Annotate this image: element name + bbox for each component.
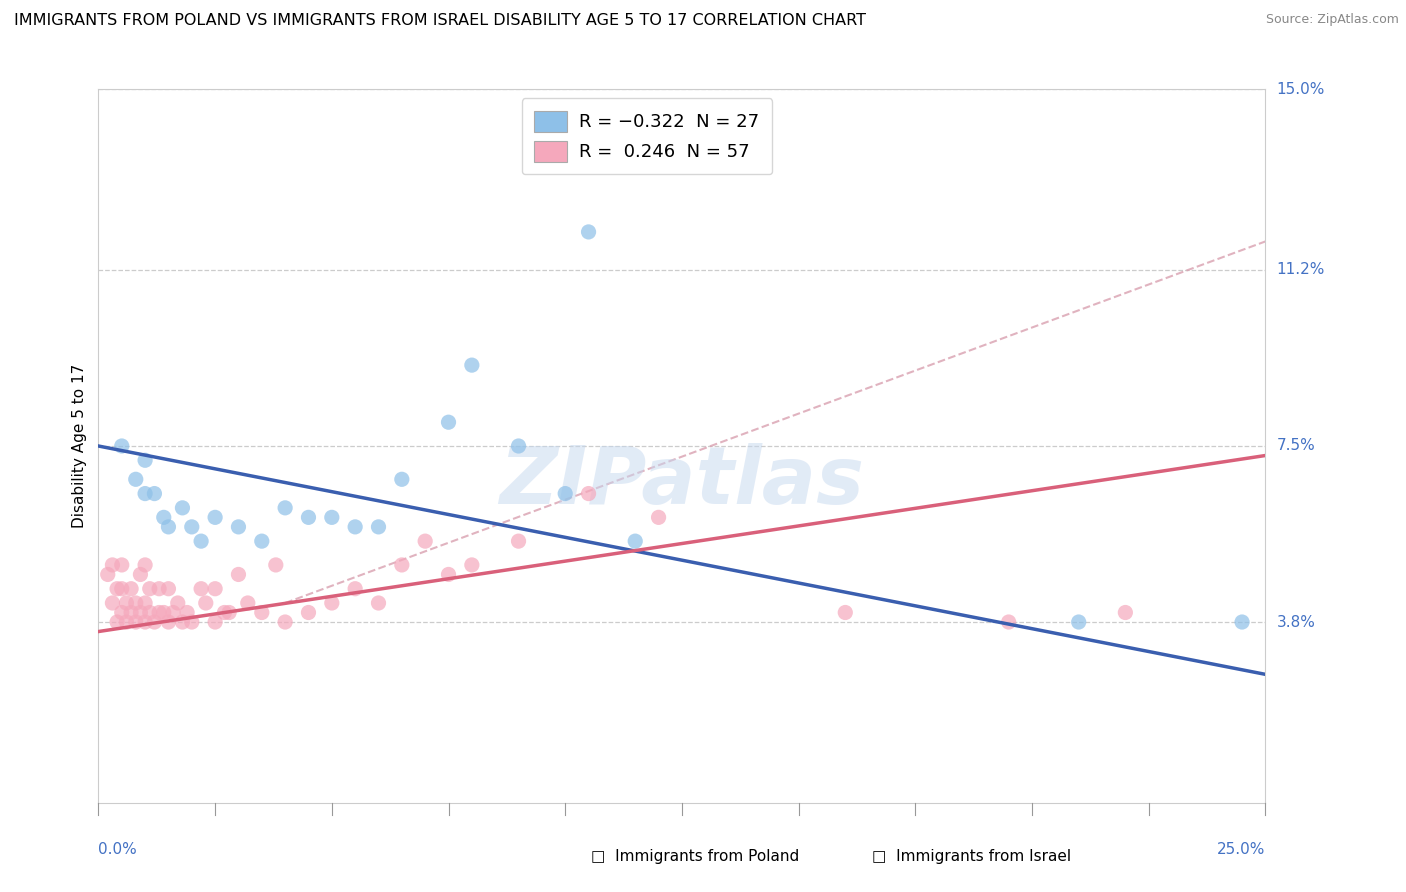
Text: 7.5%: 7.5% — [1277, 439, 1315, 453]
Point — [148, 606, 170, 620]
Point — [250, 606, 273, 620]
Point — [264, 558, 287, 572]
Text: 11.2%: 11.2% — [1277, 262, 1324, 277]
Point — [344, 582, 367, 596]
Point — [134, 596, 156, 610]
Point — [162, 606, 184, 620]
Point — [250, 534, 273, 549]
Point — [413, 534, 436, 549]
Text: Source: ZipAtlas.com: Source: ZipAtlas.com — [1265, 13, 1399, 27]
Point — [391, 472, 413, 486]
Point — [578, 486, 600, 500]
Point — [274, 500, 297, 515]
Point — [461, 358, 484, 372]
Point — [152, 510, 174, 524]
Point — [134, 486, 156, 500]
Point — [367, 596, 389, 610]
Point — [228, 567, 250, 582]
Point — [997, 615, 1019, 629]
Point — [148, 582, 170, 596]
Point — [129, 567, 152, 582]
Point — [218, 606, 240, 620]
Point — [190, 534, 212, 549]
Point — [125, 596, 148, 610]
Text: 15.0%: 15.0% — [1277, 82, 1324, 96]
Point — [1067, 615, 1090, 629]
Point — [180, 615, 202, 629]
Text: 0.0%: 0.0% — [98, 842, 138, 856]
Y-axis label: Disability Age 5 to 17: Disability Age 5 to 17 — [72, 364, 87, 528]
Point — [321, 510, 343, 524]
Text: 3.8%: 3.8% — [1277, 615, 1316, 630]
Text: □  Immigrants from Israel: □ Immigrants from Israel — [872, 849, 1071, 863]
Point — [139, 606, 162, 620]
Point — [297, 606, 319, 620]
Point — [115, 615, 138, 629]
Point — [1230, 615, 1253, 629]
Point — [834, 606, 856, 620]
Point — [101, 558, 124, 572]
Point — [321, 596, 343, 610]
Point — [143, 615, 166, 629]
Point — [115, 596, 138, 610]
Point — [120, 582, 142, 596]
Point — [554, 486, 576, 500]
Point — [508, 439, 530, 453]
Point — [647, 510, 669, 524]
Point — [274, 615, 297, 629]
Point — [508, 534, 530, 549]
Point — [134, 453, 156, 467]
Point — [190, 582, 212, 596]
Point — [228, 520, 250, 534]
Point — [204, 510, 226, 524]
Point — [1114, 606, 1136, 620]
Point — [172, 615, 194, 629]
Point — [166, 596, 188, 610]
Point — [437, 567, 460, 582]
Point — [105, 582, 128, 596]
Point — [152, 606, 174, 620]
Point — [194, 596, 217, 610]
Point — [344, 520, 367, 534]
Point — [111, 558, 134, 572]
Text: 25.0%: 25.0% — [1218, 842, 1265, 856]
Point — [391, 558, 413, 572]
Point — [134, 558, 156, 572]
Point — [180, 520, 202, 534]
Text: □  Immigrants from Poland: □ Immigrants from Poland — [591, 849, 799, 863]
Legend: R = −0.322  N = 27, R =  0.246  N = 57: R = −0.322 N = 27, R = 0.246 N = 57 — [522, 98, 772, 174]
Point — [578, 225, 600, 239]
Point — [143, 486, 166, 500]
Point — [204, 615, 226, 629]
Point — [125, 615, 148, 629]
Point — [111, 606, 134, 620]
Point — [157, 520, 180, 534]
Point — [461, 558, 484, 572]
Point — [176, 606, 198, 620]
Point — [236, 596, 259, 610]
Point — [111, 582, 134, 596]
Point — [214, 606, 236, 620]
Point — [97, 567, 120, 582]
Point — [111, 439, 134, 453]
Point — [125, 472, 148, 486]
Text: ZIPatlas: ZIPatlas — [499, 442, 865, 521]
Point — [105, 615, 128, 629]
Point — [297, 510, 319, 524]
Point — [157, 615, 180, 629]
Point — [134, 615, 156, 629]
Point — [129, 606, 152, 620]
Text: IMMIGRANTS FROM POLAND VS IMMIGRANTS FROM ISRAEL DISABILITY AGE 5 TO 17 CORRELAT: IMMIGRANTS FROM POLAND VS IMMIGRANTS FRO… — [14, 13, 866, 29]
Point — [624, 534, 647, 549]
Point — [157, 582, 180, 596]
Point — [437, 415, 460, 429]
Point — [101, 596, 124, 610]
Point — [120, 606, 142, 620]
Point — [172, 500, 194, 515]
Point — [367, 520, 389, 534]
Point — [139, 582, 162, 596]
Point — [204, 582, 226, 596]
